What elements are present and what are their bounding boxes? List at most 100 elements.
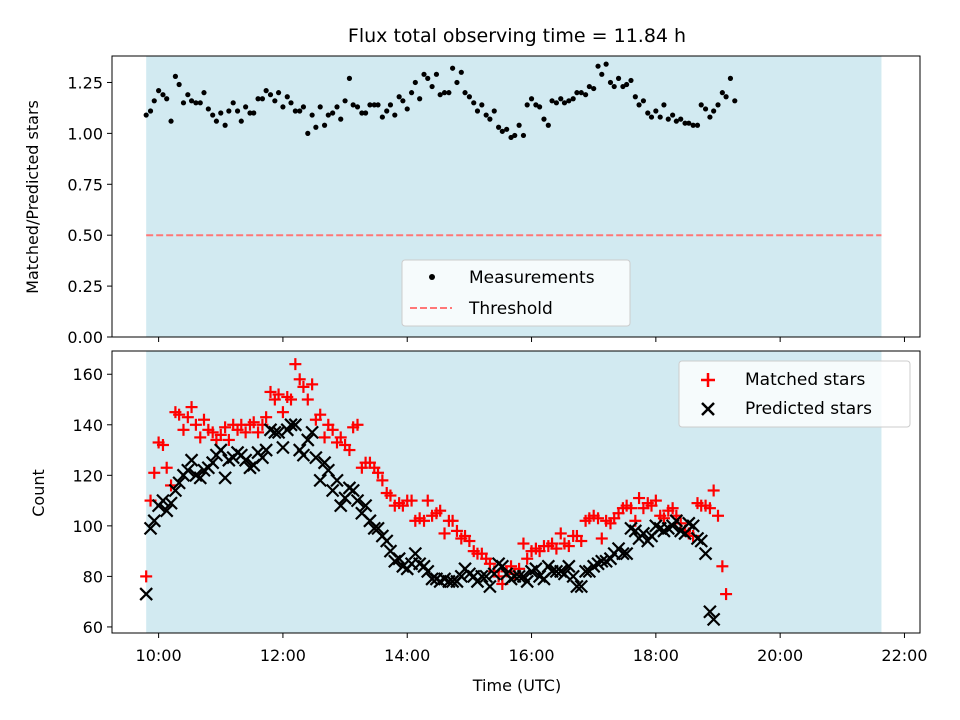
matched-stars-point	[289, 358, 302, 371]
matched-stars-point	[194, 431, 207, 444]
measurements-point	[193, 100, 199, 106]
measurements-point	[723, 94, 729, 100]
predicted-stars-point	[379, 534, 394, 548]
measurements-point	[151, 98, 157, 104]
measurements-point	[583, 92, 589, 98]
measurements-point	[238, 118, 244, 124]
measurements-point	[462, 90, 468, 96]
measurements-point	[164, 96, 170, 102]
y-tick-label: 80	[83, 567, 103, 586]
measurements-point	[707, 114, 713, 120]
x-tick-label: 20:00	[757, 646, 803, 665]
measurements-point	[387, 102, 394, 108]
measurements-point	[334, 104, 340, 110]
measurements-point	[188, 98, 195, 104]
matched-stars-point	[260, 411, 273, 424]
predicted-stars-point	[156, 493, 170, 508]
y-tick-label: 0.00	[67, 328, 103, 347]
measurements-point	[429, 83, 435, 90]
measurements-point	[541, 116, 547, 122]
matched-stars-point	[633, 492, 646, 505]
x-tick-label: 18:00	[633, 646, 679, 665]
measurements-point	[682, 120, 688, 126]
measurements-point	[201, 90, 207, 96]
matched-stars-point	[206, 426, 219, 439]
measurements-point	[156, 88, 162, 94]
predicted-stars-point	[193, 471, 208, 485]
x-tick-label: 22:00	[881, 646, 927, 665]
measurements-point	[210, 112, 216, 118]
predicted-stars-point	[184, 453, 199, 467]
legend-measurements-label: Measurements	[469, 268, 595, 288]
matched-stars-point	[214, 428, 227, 441]
top-y-axis-ticks: 0.00 0.25 0.50 0.75 1.00 1.25	[67, 73, 112, 347]
predicted-stars-point	[268, 425, 282, 440]
measurements-point	[595, 63, 601, 69]
predicted-stars-point	[694, 534, 708, 548]
measurements-point	[570, 96, 576, 102]
y-tick-label: 120	[72, 466, 103, 485]
top-y-axis-label: Matched/Predicted stars	[23, 100, 42, 294]
measurements-point	[147, 108, 154, 114]
measurements-point	[586, 83, 592, 90]
predicted-stars-point	[636, 526, 651, 541]
measurements-point	[425, 75, 431, 81]
top-axes-frame	[111, 55, 921, 338]
measurements-point	[168, 118, 174, 124]
predicted-stars-point	[284, 418, 298, 432]
measurements-point	[338, 116, 344, 122]
matched-stars-point	[575, 535, 588, 548]
measurements-point	[599, 71, 605, 77]
predicted-stars-point	[350, 493, 365, 508]
measurements-point	[632, 94, 638, 100]
matched-stars-point	[148, 466, 161, 479]
measurements-point	[673, 118, 679, 124]
matched-stars-point	[707, 484, 720, 497]
measurements-point	[375, 102, 381, 108]
x-axis-label: Time (UTC)	[472, 676, 561, 695]
measurements-point	[566, 98, 572, 104]
predicted-stars-point	[259, 443, 273, 457]
matched-stars-point	[219, 421, 232, 434]
measurements-point	[495, 124, 502, 130]
predicted-stars-point	[483, 579, 497, 594]
predicted-stars-point	[628, 524, 643, 538]
matched-stars-point	[306, 378, 319, 391]
y-tick-label: 160	[72, 365, 103, 384]
measurements-point	[267, 92, 274, 98]
y-tick-label: 1.00	[67, 124, 103, 143]
predicted-stars-point	[529, 562, 543, 576]
matched-stars-point	[562, 540, 575, 553]
measurements-point	[234, 108, 241, 114]
measurements-point	[346, 75, 353, 81]
measurements-point	[313, 124, 319, 130]
matched-stars-point	[301, 393, 314, 406]
y-tick-label: 1.25	[67, 73, 103, 92]
predicted-stars-point	[445, 574, 460, 589]
measurements-point	[417, 96, 423, 102]
matched-stars-point	[351, 418, 364, 431]
top-x-axis-ticks	[158, 337, 905, 342]
predicted-stars-point	[255, 450, 270, 465]
matched-stars-point	[247, 416, 260, 429]
predicted-stars-point	[392, 551, 406, 566]
y-tick-label: 140	[72, 416, 103, 435]
matched-stars-point	[173, 408, 186, 421]
measurements-point	[670, 112, 676, 118]
predicted-stars-point	[305, 425, 319, 440]
bottom-y-axis-label: Count	[29, 469, 48, 517]
predicted-stars-point	[238, 453, 253, 467]
measurements-point	[479, 102, 485, 108]
matched-stars-point	[703, 502, 716, 515]
predicted-stars-point	[669, 514, 684, 528]
x-tick-label: 12:00	[260, 646, 306, 665]
predicted-stars-point	[408, 546, 423, 561]
matched-stars-point	[318, 431, 331, 444]
x-tick-label: 10:00	[136, 646, 182, 665]
matched-stars-point	[517, 537, 530, 550]
top-panel: 0.00 0.25 0.50 0.75 1.00 1.25 Matched/Predict…	[23, 55, 921, 347]
measurements-point	[471, 100, 477, 106]
matched-stars-point	[252, 426, 265, 439]
measurements-point	[384, 108, 390, 114]
